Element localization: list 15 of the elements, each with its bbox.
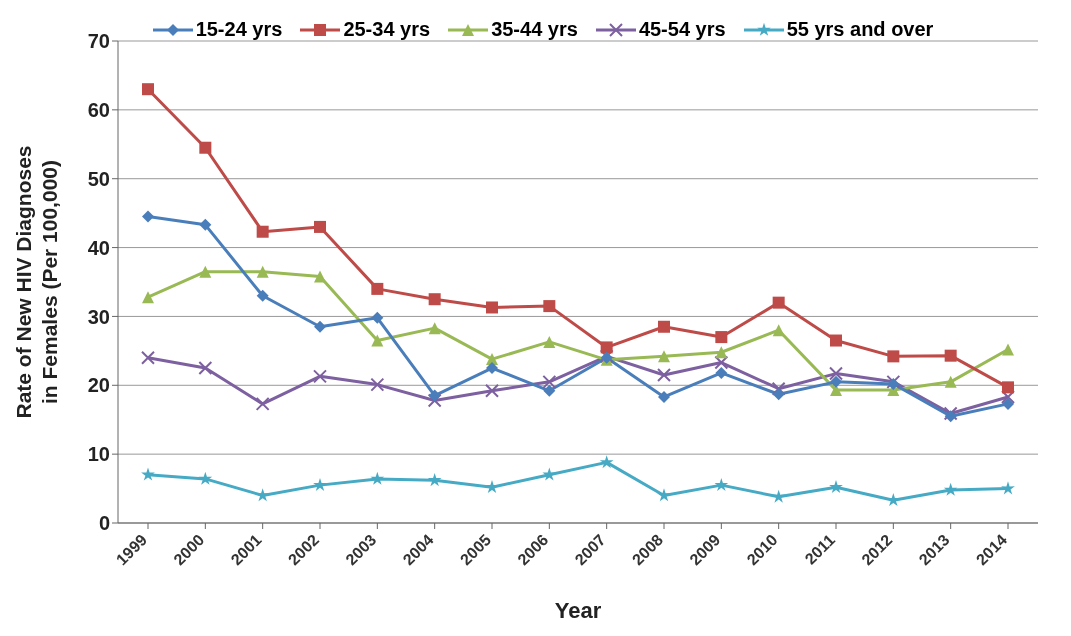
y-tick-label: 20 (87, 374, 110, 397)
legend-label: 15-24 yrs (195, 18, 283, 41)
legend-label: 55 yrs and over (786, 18, 934, 41)
x-axis-title: Year (554, 598, 602, 623)
y-tick-label: 40 (87, 236, 110, 259)
legend-label: 35-44 yrs (491, 18, 578, 41)
y-tick-label: 30 (87, 305, 110, 328)
y-tick-label: 0 (98, 512, 110, 535)
y-axis-title: Rate of New HIV Diagnoses in Females (Per 100,000) (12, 145, 61, 419)
y-tick-label: 60 (87, 98, 110, 121)
legend-label: 45-54 yrs (638, 18, 726, 41)
y-tick-label: 50 (87, 167, 110, 190)
y-tick-label: 70 (87, 30, 110, 53)
legend-label: 25-34 yrs (343, 18, 431, 41)
y-tick-label: 10 (87, 443, 110, 466)
